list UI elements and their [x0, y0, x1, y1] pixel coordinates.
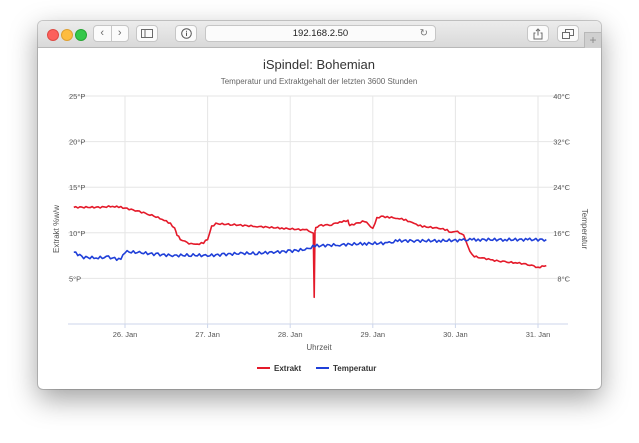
- browser-toolbar: ‹ › 192.168.2.50 ↻: [38, 21, 601, 48]
- chart: iSpindel: Bohemian Temperatur und Extrak…: [52, 57, 589, 373]
- x-tick-label: 28. Jan: [278, 330, 303, 339]
- sidebar-icon: [141, 29, 153, 38]
- navigation-buttons: ‹ ›: [93, 25, 129, 42]
- chart-subtitle: Temperatur und Extraktgehalt der letzten…: [221, 77, 418, 86]
- reload-icon[interactable]: ↻: [419, 28, 428, 39]
- left-tick-label: 5°P: [69, 274, 81, 283]
- left-axis-label: Extrakt %w/w: [52, 205, 61, 253]
- x-tick-label: 29. Jan: [360, 330, 385, 339]
- x-axis-ticks: 26. Jan 27. Jan 28. Jan 29. Jan 30. Jan 31. J…: [113, 324, 551, 339]
- info-icon: [180, 28, 192, 39]
- minimize-window-button[interactable]: [61, 29, 73, 41]
- legend-item-temperatur[interactable]: Temperatur: [316, 364, 376, 373]
- legend-label-temperatur: Temperatur: [333, 364, 376, 373]
- address-url: 192.168.2.50: [292, 28, 349, 39]
- left-axis-ticks: 5°P 10°P 15°P 20°P 25°P: [69, 92, 85, 283]
- new-tab-icon[interactable]: +: [584, 32, 601, 48]
- left-tick-label: 20°P: [69, 138, 85, 147]
- share-button[interactable]: [527, 25, 549, 42]
- legend-label-extrakt: Extrakt: [274, 364, 301, 373]
- right-tick-label: 40°C: [553, 92, 570, 101]
- forward-icon[interactable]: ›: [117, 27, 122, 39]
- left-tick-label: 15°P: [69, 183, 85, 192]
- right-tick-label: 24°C: [553, 183, 570, 192]
- series-lines: [73, 205, 547, 299]
- legend-item-extrakt[interactable]: Extrakt: [257, 364, 301, 373]
- page-content: iSpindel: Bohemian Temperatur und Extrak…: [38, 48, 601, 389]
- legend: Extrakt Temperatur: [257, 364, 376, 373]
- back-icon[interactable]: ‹: [100, 27, 105, 39]
- series-line-temperatur: [73, 237, 547, 262]
- chart-title: iSpindel: Bohemian: [263, 57, 375, 72]
- x-tick-label: 30. Jan: [443, 330, 468, 339]
- right-axis-label: Temperatur: [580, 209, 589, 250]
- chart-grid: [68, 95, 568, 325]
- sidebar-toggle-button[interactable]: [136, 25, 158, 42]
- left-tick-label: 25°P: [69, 92, 85, 101]
- right-axis-ticks: 8°C 16°C 24°C 32°C 40°C: [553, 92, 570, 283]
- share-icon: [533, 27, 543, 39]
- x-axis-label: Uhrzeit: [306, 343, 332, 352]
- tabs-icon: [562, 28, 574, 39]
- zoom-window-button[interactable]: [75, 29, 87, 41]
- right-tick-label: 32°C: [553, 138, 570, 147]
- site-info-button[interactable]: [175, 25, 197, 42]
- browser-window: ‹ › 192.168.2.50 ↻: [38, 21, 601, 389]
- x-tick-label: 26. Jan: [113, 330, 138, 339]
- series-line-extrakt: [73, 205, 547, 299]
- x-tick-label: 31. Jan: [526, 330, 551, 339]
- close-window-button[interactable]: [47, 29, 59, 41]
- x-tick-label: 27. Jan: [195, 330, 220, 339]
- right-tick-label: 16°C: [553, 229, 570, 238]
- left-tick-label: 10°P: [69, 229, 85, 238]
- address-bar[interactable]: 192.168.2.50 ↻: [205, 25, 436, 42]
- nav-divider: [110, 26, 112, 41]
- show-tabs-button[interactable]: [557, 25, 579, 42]
- right-tick-label: 8°C: [557, 274, 570, 283]
